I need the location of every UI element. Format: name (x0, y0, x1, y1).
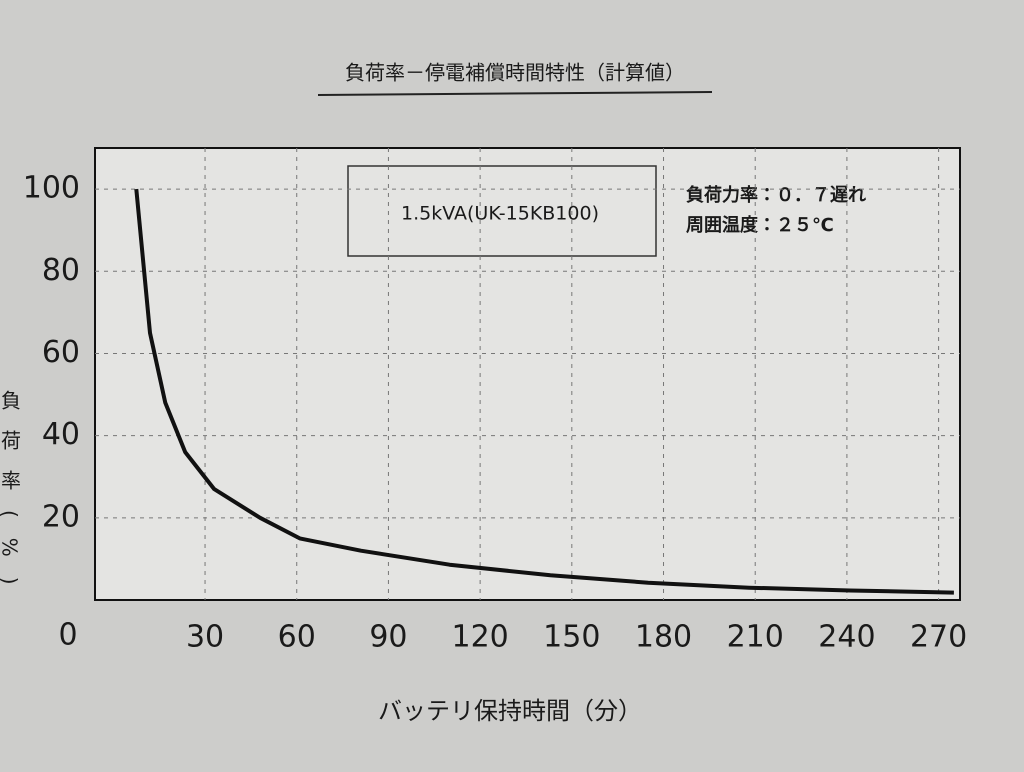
x-tick-label: 120 (451, 620, 508, 655)
y-tick-label: 100 (23, 171, 80, 206)
origin-label: 0 (58, 618, 77, 653)
y-tick-label: 60 (42, 335, 80, 370)
x-tick-label: 180 (635, 620, 692, 655)
title-underline (317, 91, 713, 96)
annotation-frame (347, 165, 657, 257)
y-tick-label: 40 (42, 417, 80, 452)
x-tick-label: 60 (278, 620, 316, 655)
x-tick-label: 270 (910, 620, 967, 655)
x-tick-label: 90 (369, 620, 407, 655)
x-axis-label: バッテリ保持時間（分） (378, 697, 642, 725)
note: 周囲温度：２５℃ (686, 214, 834, 236)
x-tick-label: 150 (543, 620, 600, 655)
annotation-box: 1.5kVA(UK-15KB100) (401, 203, 599, 225)
x-tick-label: 240 (818, 620, 875, 655)
x-tick-label: 30 (186, 620, 224, 655)
note: 負荷力率：０．７遅れ (686, 184, 866, 206)
y-tick-label: 20 (42, 499, 80, 534)
y-axis-label: 負荷率(%) (0, 390, 22, 605)
plot-area (94, 147, 961, 601)
chart-title: 負荷率－停電補償時間特性（計算値） (345, 61, 685, 85)
y-tick-label: 80 (42, 253, 80, 288)
x-tick-label: 210 (727, 620, 784, 655)
data-line (134, 188, 954, 595)
